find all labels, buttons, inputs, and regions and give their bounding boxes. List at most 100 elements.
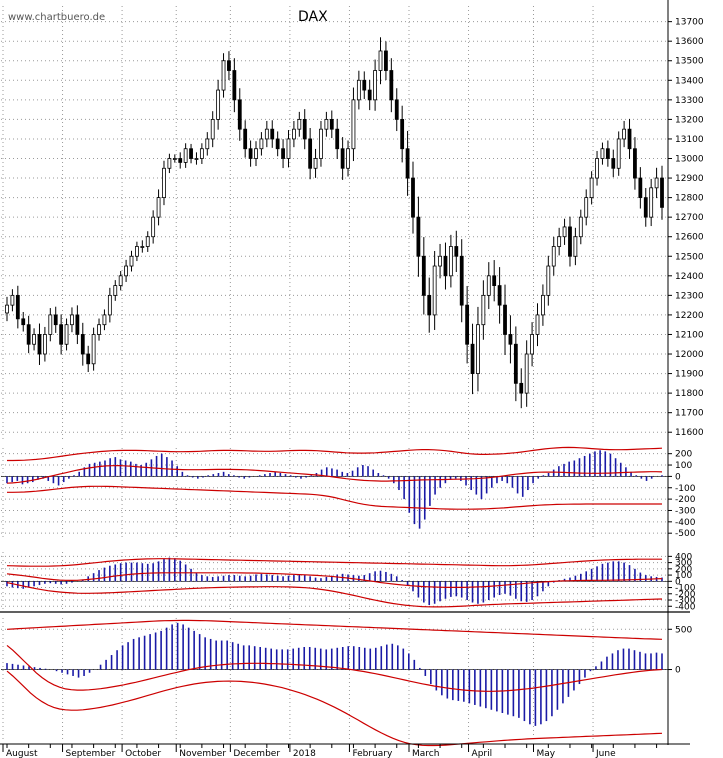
candle-body: [308, 138, 313, 169]
candle-body: [524, 353, 529, 394]
y-tick-label: 12900: [675, 174, 704, 184]
candle-body: [183, 148, 188, 163]
y-tick-label: 200: [675, 565, 692, 575]
candle-body: [638, 177, 643, 199]
candle-body: [124, 265, 128, 277]
candle-body: [21, 318, 26, 326]
candle-body: [519, 382, 524, 394]
candle-body: [59, 324, 64, 345]
candle-body: [70, 314, 74, 326]
y-tick-label: 13600: [675, 37, 704, 47]
candle-body: [254, 148, 258, 159]
candle-body: [129, 255, 134, 267]
candle-body: [394, 99, 399, 120]
month-axis: August September October November December 20…: [0, 0, 690, 758]
month-label: August: [6, 749, 38, 758]
candle-body: [513, 343, 518, 384]
candle-body: [400, 118, 405, 150]
candle-body: [102, 314, 107, 326]
y-tick-label: 11600: [675, 428, 704, 438]
y-tick-label: 13000: [675, 155, 704, 165]
candle-body: [199, 148, 204, 159]
y-tick-label: -200: [675, 495, 696, 505]
candle-body: [113, 285, 118, 296]
candle-body: [421, 255, 426, 296]
month-label: 2018: [293, 749, 316, 758]
candle-body: [297, 118, 302, 130]
candle-body: [362, 79, 367, 91]
candle-body: [275, 138, 280, 150]
candle-body: [351, 99, 356, 150]
candle-body: [622, 128, 627, 140]
candle-body: [324, 118, 329, 130]
candle-body: [313, 158, 318, 169]
candle-body: [448, 246, 453, 277]
candle-body: [264, 128, 269, 140]
candle-body: [172, 158, 177, 160]
month-label: December: [233, 749, 280, 758]
candle-body: [541, 294, 545, 316]
candle-body: [15, 294, 20, 320]
candle-body: [140, 246, 145, 248]
y-tick-label: -100: [675, 484, 696, 494]
band-lower: [6, 582, 663, 608]
candle-body: [432, 265, 437, 316]
y-tick-label: -100: [675, 584, 696, 594]
candle-body: [178, 158, 183, 163]
candle-body: [535, 314, 540, 335]
oscillator-panel-3: 500 0: [1, 618, 692, 747]
y-tick-label: 0: [675, 666, 681, 676]
candle-body: [97, 324, 101, 335]
candle-body: [654, 177, 659, 189]
y-tick-label: -200: [675, 590, 696, 600]
candle-body: [91, 334, 96, 365]
y-tick-label: 12800: [675, 194, 704, 204]
candle-body: [573, 236, 578, 257]
month-label: March: [412, 749, 439, 758]
candle-body: [194, 158, 199, 160]
candle-body: [156, 197, 161, 218]
candle-body: [227, 60, 231, 71]
candle-body: [384, 50, 388, 71]
candle-body: [167, 158, 172, 169]
y-tick-label: 13200: [675, 115, 704, 125]
candle-body: [5, 304, 9, 314]
y-tick-label: 400: [675, 552, 692, 562]
y-tick-label: 0: [675, 472, 681, 482]
candle-body: [292, 128, 296, 140]
candle-body: [497, 285, 502, 306]
candle-body: [562, 226, 567, 238]
candle-body: [205, 138, 210, 150]
candle-body: [627, 128, 632, 150]
month-label: June: [595, 749, 616, 758]
y-tick-label: 0: [675, 577, 681, 587]
candle-body: [546, 265, 551, 296]
y-tick-label: -300: [675, 506, 696, 516]
y-tick-label: -300: [675, 596, 696, 606]
candle-body: [411, 177, 415, 218]
candle-body: [481, 294, 486, 326]
band-middle: [6, 464, 663, 484]
candle-body: [53, 314, 58, 326]
y-tick-label: 13400: [675, 76, 704, 86]
y-tick-label: 100: [675, 571, 692, 581]
candle-body: [373, 70, 377, 101]
y-tick-label: 500: [675, 625, 692, 635]
candle-body: [611, 158, 616, 169]
band-upper: [6, 558, 662, 567]
candle-body: [660, 177, 664, 208]
candle-body: [584, 197, 589, 218]
y-tick-label: 11900: [675, 370, 704, 380]
candle-body: [64, 324, 69, 345]
month-label: September: [66, 749, 116, 758]
month-label: October: [125, 749, 161, 758]
candle-body: [162, 167, 166, 199]
candle-body: [37, 334, 42, 355]
month-label: May: [536, 749, 555, 758]
y-tick-label: 11700: [675, 409, 704, 419]
candle-body: [551, 246, 556, 267]
y-tick-label: 12500: [675, 252, 704, 262]
candle-body: [107, 294, 112, 316]
